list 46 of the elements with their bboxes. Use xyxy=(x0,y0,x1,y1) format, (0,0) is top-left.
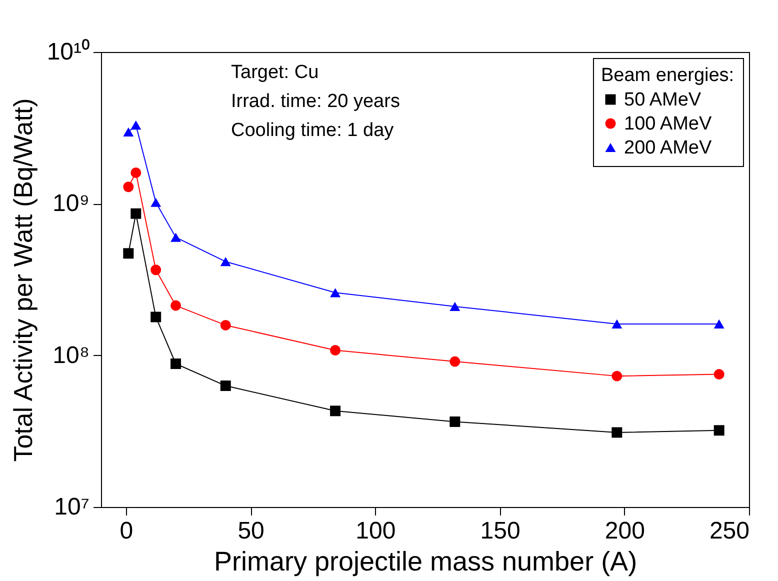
x-tick-label: 250 xyxy=(709,518,750,544)
annotation: Cooling time: 1 day xyxy=(231,120,394,141)
annotation: Irrad. time: 20 years xyxy=(231,91,400,112)
point xyxy=(450,302,460,312)
y-tick-label: 10⁸ xyxy=(52,342,90,369)
point xyxy=(130,120,142,130)
point xyxy=(450,416,460,427)
point xyxy=(130,208,142,219)
point xyxy=(220,380,231,392)
legend-title: Beam energies: xyxy=(601,65,734,86)
point xyxy=(123,248,134,259)
point xyxy=(170,358,182,369)
point xyxy=(123,182,134,192)
point xyxy=(330,406,341,416)
point xyxy=(220,257,231,266)
point xyxy=(123,127,134,137)
point xyxy=(150,198,162,207)
point xyxy=(150,312,162,322)
x-axis-title: Primary projectile mass number (A) xyxy=(214,546,638,576)
point xyxy=(612,319,622,329)
y-tick-label: 10⁷ xyxy=(54,494,90,520)
point xyxy=(330,288,341,298)
annotation: Target: Cu xyxy=(231,62,319,83)
point xyxy=(170,232,182,242)
y-tick-label: 10¹⁰ xyxy=(46,38,90,66)
point xyxy=(612,427,622,438)
x-tick-label: 100 xyxy=(356,518,396,544)
point xyxy=(714,319,724,329)
point xyxy=(220,320,231,330)
legend-label: 50 AMeV xyxy=(624,90,702,110)
x-tick-label: 150 xyxy=(480,518,520,544)
point xyxy=(330,345,341,356)
point xyxy=(150,264,162,276)
point xyxy=(130,167,142,178)
x-tick-label: 200 xyxy=(604,518,645,544)
legend-label: 100 AMeV xyxy=(624,114,712,134)
legend-label: 200 AMeV xyxy=(624,138,712,158)
y-axis-title: Total Activity per Watt (Bq/Watt) xyxy=(8,98,38,462)
y-tick-label: 10⁹ xyxy=(52,190,90,218)
point xyxy=(714,369,724,380)
point xyxy=(450,356,460,367)
point xyxy=(612,370,622,382)
x-tick-label: 0 xyxy=(120,518,134,544)
x-tick-label: 50 xyxy=(238,518,264,544)
point xyxy=(170,300,182,311)
point xyxy=(714,425,724,436)
